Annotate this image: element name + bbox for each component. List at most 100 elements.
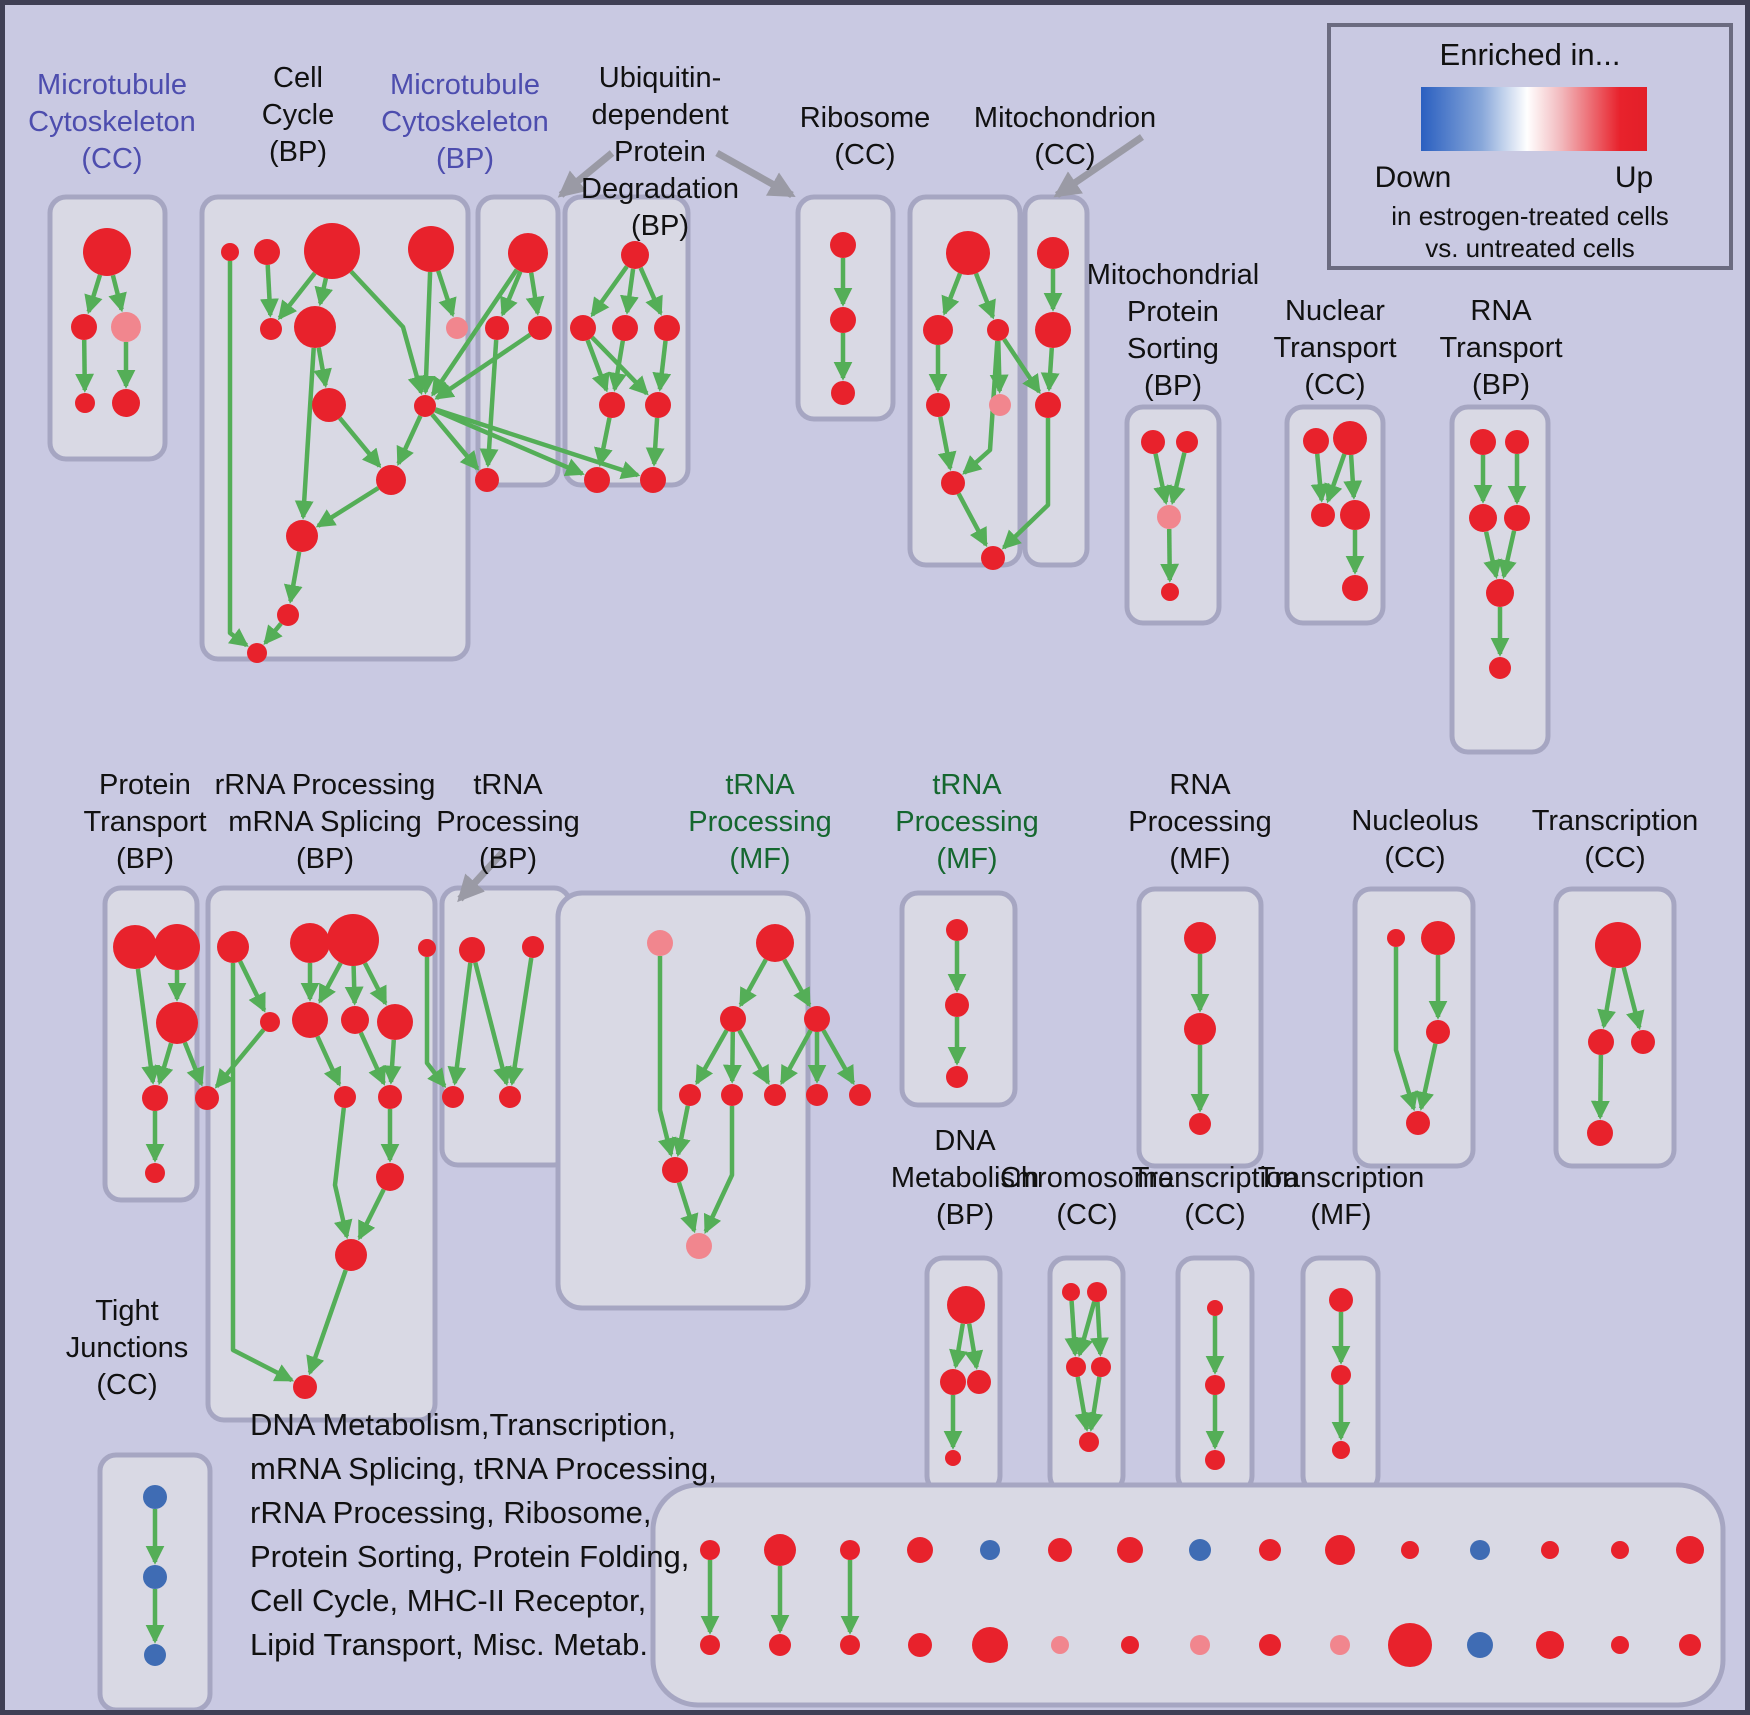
protein-transport-node-4 — [195, 1086, 219, 1110]
chromosome-edge-1 — [1074, 1300, 1097, 1358]
ribosome-edge-4 — [937, 416, 957, 471]
ubiquitin-deg-1-edge-6 — [652, 340, 672, 392]
rrna-mrna-node-12 — [293, 1375, 317, 1399]
misc-cluster-node-29 — [1679, 1634, 1701, 1656]
tight-junctions-node-0 — [143, 1485, 167, 1509]
label-protein-transport: Protein Transport (BP) — [83, 769, 207, 875]
rna-processing-mf-node-2 — [1189, 1113, 1211, 1135]
rna-transport-node-2 — [1469, 504, 1497, 532]
protein-transport-node-2 — [156, 1002, 198, 1044]
label-dna-metabolism: DNA Metabolism (BP) — [890, 1125, 1040, 1231]
cell-cycle-edge-8 — [338, 416, 382, 469]
rrna-mrna-node-9 — [378, 1085, 402, 1109]
misc-cluster-node-16 — [769, 1634, 791, 1656]
mito-protein-sorting-node-2 — [1157, 505, 1181, 529]
ribosome-box — [907, 194, 1023, 568]
cell-cycle-node-5 — [294, 306, 336, 348]
misc-cluster-node-10 — [1401, 1541, 1419, 1559]
trna-mf-1-node-8 — [849, 1084, 871, 1106]
trna-mf-1-edge-9 — [672, 1105, 691, 1157]
microtubule-bp-edge-1 — [525, 272, 545, 316]
legend-box: Enriched in... Down Up in estrogen-treat… — [1327, 23, 1733, 270]
chromosome-box — [1047, 1255, 1126, 1495]
transcription-mf-node-1 — [1331, 1365, 1351, 1385]
cell-cycle-edge-2 — [314, 277, 333, 307]
misc-cluster-node-18 — [908, 1633, 932, 1657]
chromosome-edge-2 — [1089, 1301, 1109, 1357]
transcription-cc-1-node-2 — [1631, 1030, 1655, 1054]
ubiquitin-deg-2-node-1 — [830, 307, 856, 333]
trna-mf-1-node-0 — [647, 930, 673, 956]
ribosome-node-5 — [941, 471, 965, 495]
transcription-mf-node-2 — [1332, 1441, 1350, 1459]
cell-cycle-node-7 — [312, 388, 346, 422]
legend-subtitle-line2: vs. untreated cells — [1425, 233, 1635, 263]
rrna-mrna-edge-11 — [306, 1269, 348, 1376]
ribosome-edge-6 — [956, 492, 988, 548]
dna-metabolism-node-2 — [967, 1370, 991, 1394]
cell-cycle-edge-10 — [315, 486, 380, 528]
transcription-cc-1-edge-2 — [1590, 1054, 1610, 1120]
mito-protein-sorting-node-3 — [1161, 583, 1179, 601]
label-transcription-cc-1: Transcription (CC) — [1531, 805, 1699, 874]
rrna-mrna-node-10 — [376, 1163, 404, 1191]
rna-transport-node-3 — [1504, 505, 1530, 531]
mitochondrion-node-1 — [1035, 312, 1071, 348]
trna-bp-edge-2 — [505, 957, 534, 1086]
label-nuclear-transport: Nuclear Transport (CC) — [1273, 295, 1397, 401]
rrna-mrna-edge-4 — [362, 962, 388, 1006]
rrna-mrna-node-3 — [418, 939, 436, 957]
label-microtubule-cc: Microtubule Cytoskeleton (CC) — [28, 69, 196, 175]
rrna-mrna-edge-0 — [238, 960, 267, 1013]
ribosome-node-6 — [981, 546, 1005, 570]
ubiquitin-deg-1-edge-3 — [585, 339, 610, 393]
microtubule-bp-node-1 — [485, 316, 509, 340]
cell-cycle-node-12 — [247, 643, 267, 663]
cell-cycle-edge-9 — [396, 415, 423, 467]
trna-mf-1-node-9 — [662, 1157, 688, 1183]
rrna-mrna-edge-6 — [358, 1031, 386, 1086]
label-chromosome: Chromosome (CC) — [999, 1162, 1175, 1231]
label-nucleolus: Nucleolus (CC) — [1351, 805, 1479, 874]
ribosome-node-1 — [923, 315, 953, 345]
trna-bp-node-1 — [522, 936, 544, 958]
mito-protein-sorting-edge-1 — [1167, 452, 1187, 506]
trna-bp-node-2 — [442, 1086, 464, 1108]
trna-mf-1-edge-0 — [738, 958, 768, 1008]
rrna-mrna-edge-3 — [344, 965, 364, 1006]
misc-cluster-node-12 — [1541, 1541, 1559, 1559]
rrna-mrna-node-0 — [217, 931, 249, 963]
misc-cluster-node-5 — [1048, 1538, 1072, 1562]
ribosome-node-0 — [946, 231, 990, 275]
protein-transport-node-1 — [154, 924, 200, 970]
label-transcription-mf: Transcription (MF) — [1257, 1162, 1425, 1231]
tight-junctions-node-2 — [144, 1644, 166, 1666]
annotation-arrows-layer — [457, 134, 1144, 903]
misc-cluster-node-14 — [1676, 1536, 1704, 1564]
cell-cycle-node-6 — [446, 317, 468, 339]
misc-cluster-node-21 — [1121, 1636, 1139, 1654]
rrna-mrna-edge-7 — [382, 1039, 402, 1085]
mitochondrion-node-2 — [1035, 392, 1061, 418]
rrna-mrna-node-2 — [327, 914, 379, 966]
trna-mf-2-node-0 — [946, 919, 968, 941]
transcription-cc-1-node-0 — [1595, 922, 1641, 968]
trna-mf-1-edge-8 — [657, 956, 677, 1158]
trna-mf-1-node-6 — [764, 1084, 786, 1106]
trna-mf-1-node-10 — [686, 1233, 712, 1259]
annotation-arrow-to-trna-bp-box — [457, 850, 505, 903]
dna-metabolism-edge-1 — [964, 1323, 984, 1370]
nucleolus-node-3 — [1406, 1111, 1430, 1135]
cell-cycle-edge-6 — [313, 347, 332, 388]
chromosome-node-2 — [1066, 1357, 1086, 1377]
rrna-mrna-edge-5 — [315, 1035, 342, 1087]
misc-cluster-node-24 — [1330, 1635, 1350, 1655]
misc-cluster-node-3 — [907, 1537, 933, 1563]
cell-cycle-node-1 — [254, 239, 280, 265]
nucleolus-node-2 — [1426, 1020, 1450, 1044]
transcription-cc-2-node-1 — [1205, 1375, 1225, 1395]
label-mito-protein-sorting: Mitochondrial Protein Sorting (BP) — [1086, 259, 1260, 402]
rrna-mrna-node-7 — [377, 1004, 413, 1040]
cross-edge-0 — [430, 268, 519, 397]
cell-cycle-node-9 — [376, 465, 406, 495]
